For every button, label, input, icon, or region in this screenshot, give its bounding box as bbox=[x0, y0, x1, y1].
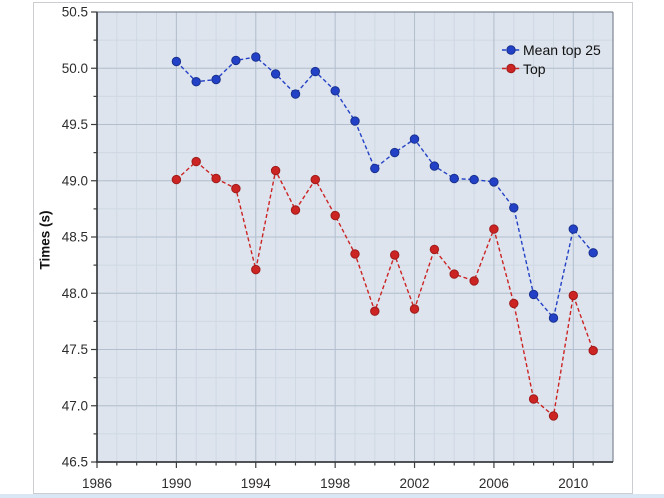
x-axis-tick-label: 2006 bbox=[479, 476, 509, 491]
data-point-top bbox=[191, 156, 201, 167]
data-point-top bbox=[429, 244, 440, 255]
y-axis-tick-label: 50.5 bbox=[62, 5, 88, 20]
x-axis-tick-label: 2010 bbox=[558, 476, 588, 491]
legend-label-mean-top-25: Mean top 25 bbox=[523, 42, 601, 58]
data-point-mean-top-25 bbox=[171, 56, 182, 67]
legend-marker-dot-mean-top-25 bbox=[506, 45, 516, 55]
data-point-mean-top-25 bbox=[310, 66, 320, 77]
data-point-mean-top-25 bbox=[390, 147, 400, 158]
data-point-mean-top-25 bbox=[211, 74, 221, 85]
data-point-top bbox=[568, 290, 578, 301]
x-axis-tick-label: 1998 bbox=[320, 476, 350, 491]
data-point-top bbox=[390, 250, 400, 260]
data-point-top bbox=[370, 306, 380, 316]
window-edge-strip bbox=[0, 494, 664, 498]
y-axis-tick-label: 49.5 bbox=[62, 117, 88, 132]
data-point-mean-top-25 bbox=[231, 55, 241, 66]
data-point-mean-top-25 bbox=[548, 313, 559, 323]
y-axis-tick-label: 47.0 bbox=[62, 398, 88, 413]
x-axis-tick-label: 1994 bbox=[241, 476, 272, 491]
data-point-top bbox=[588, 345, 598, 356]
data-point-top bbox=[211, 173, 221, 184]
data-point-top bbox=[310, 174, 320, 185]
data-point-mean-top-25 bbox=[270, 69, 281, 79]
data-point-mean-top-25 bbox=[429, 161, 440, 171]
data-point-mean-top-25 bbox=[409, 134, 420, 144]
data-point-top bbox=[231, 183, 241, 194]
legend-marker-dot-top bbox=[506, 63, 516, 74]
y-axis-tick-label: 46.5 bbox=[62, 455, 88, 470]
y-axis-tick-label: 48.0 bbox=[62, 286, 88, 301]
data-point-mean-top-25 bbox=[251, 52, 261, 62]
y-axis-tick-label: 49.0 bbox=[62, 173, 88, 188]
data-point-top bbox=[469, 276, 479, 286]
y-axis-tick-label: 50.0 bbox=[62, 61, 88, 76]
data-point-mean-top-25 bbox=[509, 203, 519, 213]
x-axis-tick-label: 1986 bbox=[82, 476, 112, 491]
data-point-mean-top-25 bbox=[290, 89, 301, 99]
data-point-mean-top-25 bbox=[489, 177, 499, 187]
data-point-mean-top-25 bbox=[191, 77, 201, 87]
data-point-top bbox=[171, 174, 182, 185]
data-point-top bbox=[528, 394, 539, 404]
series-line-mean-top-25 bbox=[175, 56, 594, 320]
y-axis-tick-label: 47.5 bbox=[62, 342, 88, 357]
data-point-mean-top-25 bbox=[568, 224, 578, 234]
data-point-mean-top-25 bbox=[350, 116, 360, 126]
data-point-top bbox=[509, 298, 519, 309]
data-point-top bbox=[290, 205, 301, 215]
data-point-top bbox=[449, 269, 459, 279]
data-point-mean-top-25 bbox=[528, 289, 539, 300]
data-point-mean-top-25 bbox=[469, 174, 479, 185]
data-point-top bbox=[251, 264, 261, 275]
data-point-top bbox=[548, 411, 559, 421]
data-point-top bbox=[350, 249, 360, 259]
data-point-mean-top-25 bbox=[449, 173, 459, 184]
legend-label-top: Top bbox=[523, 60, 546, 77]
data-point-top bbox=[409, 304, 420, 314]
data-point-mean-top-25 bbox=[330, 86, 340, 96]
data-point-top bbox=[270, 165, 281, 176]
series-line-top bbox=[175, 160, 594, 418]
data-point-mean-top-25 bbox=[370, 163, 380, 174]
data-point-mean-top-25 bbox=[588, 248, 598, 258]
y-axis-tick-label: 48.5 bbox=[62, 230, 88, 245]
x-axis-tick-label: 2002 bbox=[400, 476, 430, 491]
data-point-top bbox=[489, 224, 499, 234]
data-point-top bbox=[330, 210, 340, 221]
x-axis-tick-label: 1990 bbox=[161, 476, 191, 491]
y-axis-title: Times (s) bbox=[37, 210, 53, 270]
